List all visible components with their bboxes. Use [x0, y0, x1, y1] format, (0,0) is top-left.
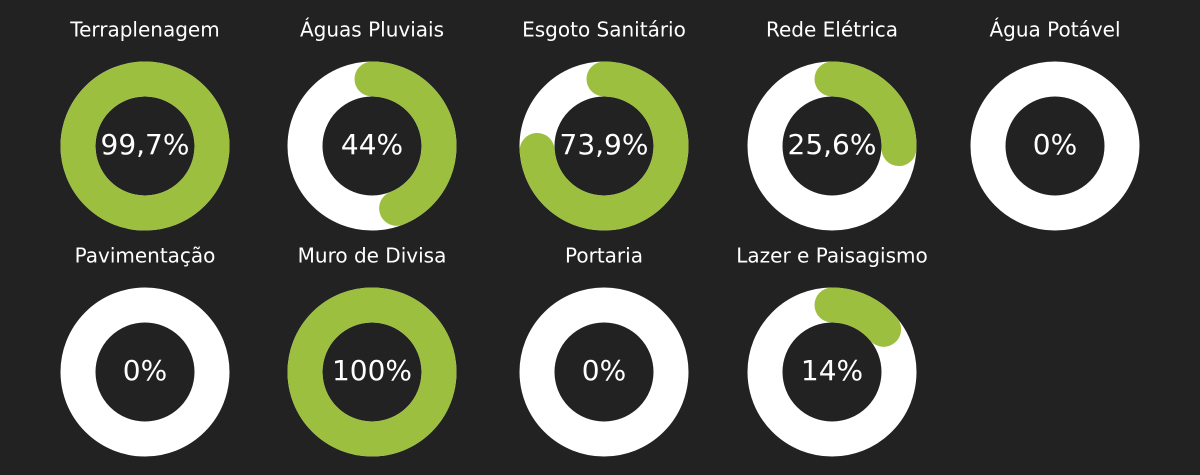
ring-label: Pavimentação: [75, 244, 216, 268]
ring-progress: [287, 61, 457, 231]
ring-label: Muro de Divisa: [298, 244, 447, 268]
ring-label: Portaria: [565, 244, 643, 268]
ring-value: 25,6%: [788, 128, 877, 161]
ring-label: Terraplenagem: [69, 18, 219, 42]
ring-track: [60, 287, 230, 457]
ring-label: Rede Elétrica: [766, 18, 898, 42]
ring-label: Água Potável: [989, 18, 1120, 42]
ring-progress: [519, 61, 689, 231]
ring-label: Águas Pluviais: [300, 18, 444, 42]
ring-progress: [747, 287, 917, 457]
ring-value: 0%: [1033, 128, 1077, 161]
ring-value: 0%: [123, 354, 167, 387]
ring-value: 99,7%: [101, 128, 190, 161]
ring-progress: [60, 61, 230, 231]
ring-label: Lazer e Paisagismo: [736, 244, 927, 268]
ring-track: [970, 61, 1140, 231]
ring-progress: [747, 61, 917, 231]
ring-value: 14%: [801, 354, 863, 387]
ring-value: 73,9%: [560, 128, 649, 161]
ring-value: 100%: [332, 354, 412, 387]
ring-label: Esgoto Sanitário: [522, 18, 686, 42]
ring-value: 44%: [341, 128, 403, 161]
ring-track: [519, 287, 689, 457]
ring-value: 0%: [582, 354, 626, 387]
ring-progress: [287, 287, 457, 457]
